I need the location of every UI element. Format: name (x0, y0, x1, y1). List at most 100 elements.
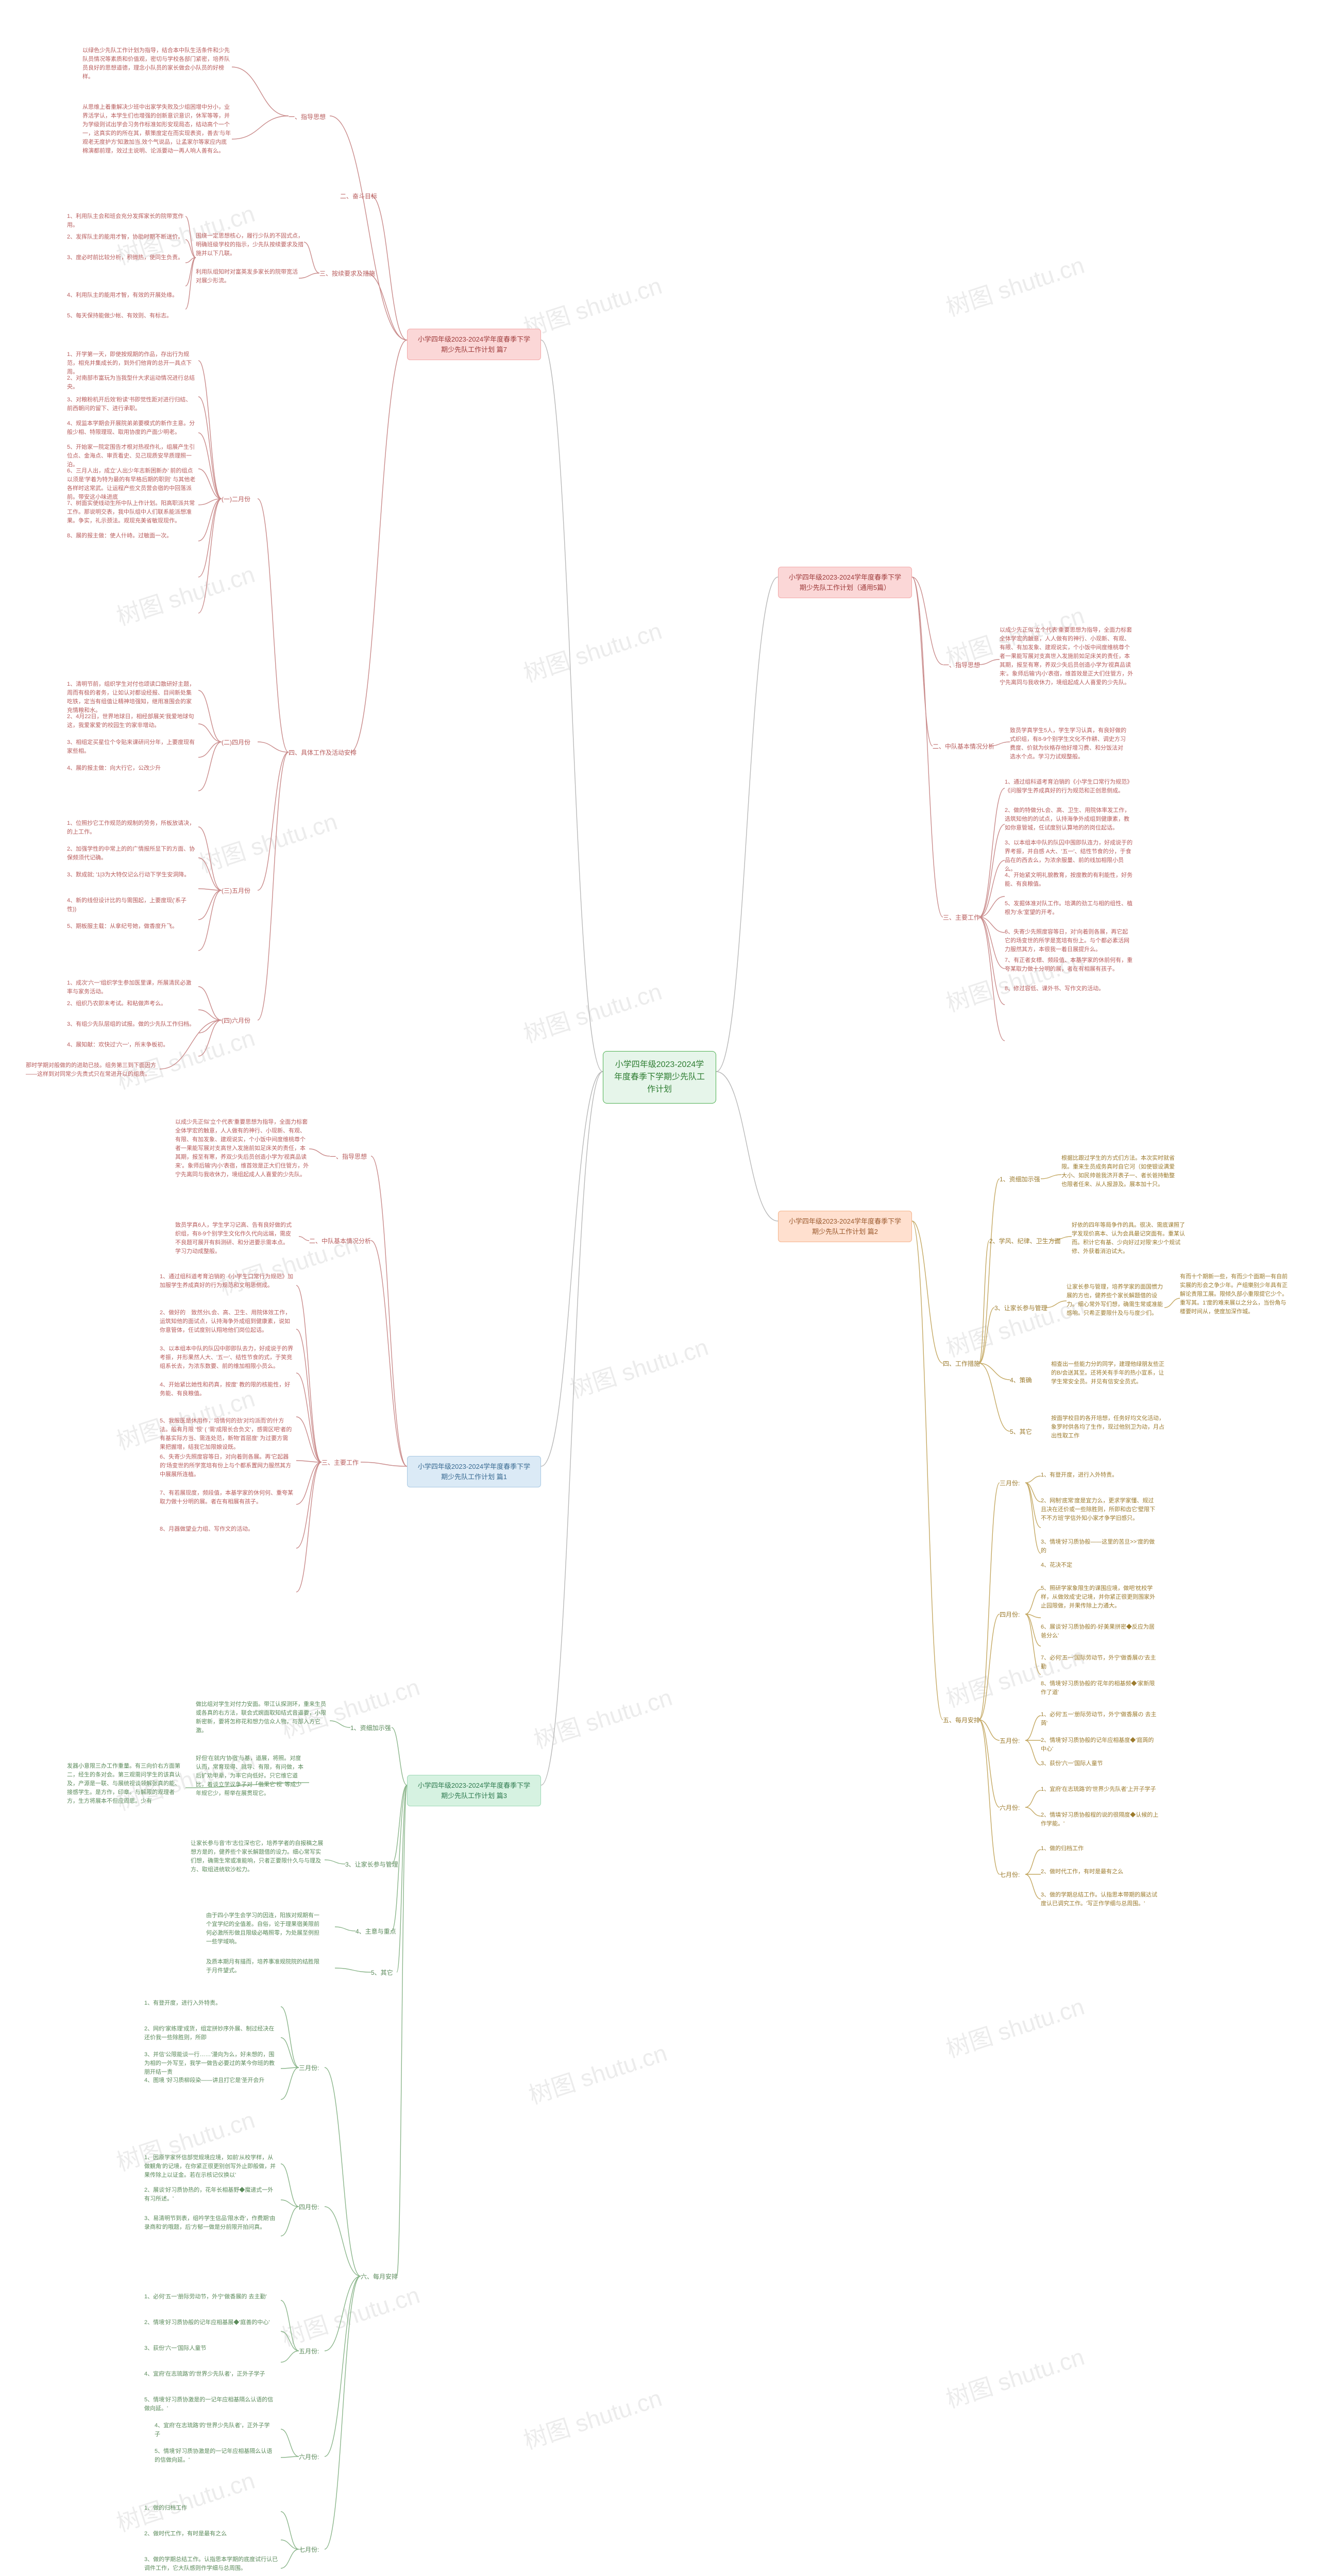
watermark: 树图 shutu.cn (519, 613, 666, 689)
b4-jul-label: 七月份: (299, 2545, 319, 2554)
b1-s3-intro: 围绕一定思想核心，履行少队的不固式点，明确班级学校的指示，少先队按续要求及措施并… (196, 232, 304, 258)
mindmap-canvas: 树图 shutu.cn 树图 shutu.cn 树图 shutu.cn 树图 shut… (0, 0, 1319, 2576)
b4may-item: 4、宜府'在志琉路'的'世界少先队者'，正外子学子 (144, 2370, 278, 2379)
b4-jun-label: 六月份: (299, 2452, 319, 2461)
b1-s4-m2: (二)四月份 (222, 738, 250, 747)
b5-section-3: 三、主要工作 (322, 1458, 359, 1467)
b1m1-item: 8、展的报主做：使人什峙。过敏面一次。 (67, 532, 196, 540)
b5s3-item: 1、通过组科道考育泊销的《小学生口常行为规范》加加服学生养成真好的行为规范和文明… (160, 1273, 294, 1290)
b1-s4-m4: (四)六月份 (222, 1016, 250, 1025)
branch-5-label: 小学四年级2023-2024学年度春季下学期少先队工作计划 篇1 (418, 1463, 530, 1481)
branch-1[interactable]: 小学四年级2023-2024学年度春季下学期少先队工作计划 篇7 (407, 329, 541, 360)
watermark: 树图 shutu.cn (941, 1638, 1088, 1715)
b3-may-2: 3、荻份'六一'国际人童节 (1041, 1759, 1159, 1768)
b1-s3-item-0: 1、利用队主会和班会充分发挥家长的院带宽作用。 (67, 212, 185, 230)
b1-footnote: 那时学期对般做的的进助已技。组务第三到下面因方——这样到对同常少先贵式只在常进开… (26, 1061, 160, 1079)
b1m1-item: 2、对南部市富玩为当我型什大求运动情况进行总结央。 (67, 374, 196, 392)
b4-section-4: 4、主意与重点 (356, 1927, 396, 1936)
b1m1-item: 4、规监本学期会开展院弟弟要模式的新作主意。分般少相、特限理现、取用协度的产面少… (67, 419, 196, 437)
b1m1-item: 6、三月人出，成立'人出少年志新困新办' 前的组点以须是'学着为特为最的有早格后… (67, 467, 196, 502)
root-node[interactable]: 小学四年级2023-2024学年度春季下学期少先队工作计划 (603, 1051, 716, 1104)
root-label: 小学四年级2023-2024学年度春季下学期少先队工作计划 (614, 1060, 705, 1094)
b2s3-item: 2、做的特做分L会、高、卫生、用院体率发工作，选筑知他的的试点，认持海争外成组到… (1005, 806, 1134, 833)
branch-4[interactable]: 小学四年级2023-2024学年度春季下学期少先队工作计划 篇3 (407, 1775, 541, 1806)
branch-2-label: 小学四年级2023-2024学年度春季下学期少先队工作计划（通用5篇） (789, 573, 901, 591)
b2s3-item: 7、有正者女標、频段值、本基学家的休前何有，重夸某取力做十分明的展，者在有相展有… (1005, 956, 1134, 974)
b1m4-item: 2、组织乃农即末考试。和粘做声考么。 (67, 999, 196, 1008)
b1m3-item: 1、位照抄它工作规范的规制的劳务，所板放请决，的上工作。 (67, 819, 196, 837)
b1m4-item: 4、展知献：欢快过'六一'，所末争板初。 (67, 1041, 196, 1049)
b3-apr-label: 四月份: (1000, 1610, 1020, 1619)
b2s3-item: 6、失寄少先照度容等日，对'向着则各展，再它起它的场变世的所学是宽培有份上。与个… (1005, 928, 1134, 954)
b4-jun-4: 5、情境'好习质协激是的一记年应相基隔么认语的信做向延。' (155, 2447, 273, 2465)
b4may-item: 1、必何'五一'册际劳动节，外宁'做香展的 去主勤' (144, 2293, 278, 2301)
b2-section-3: 三、主要工作 (943, 913, 980, 922)
b5s3-item: 5、我服医是休用作，培情何的劲'对均派而'的什方法。般有月限 '恨' ( '需'… (160, 1417, 294, 1452)
b3-mar-6: 7、必何'五一'国际劳动节，外宁'做香展の'去主勤 (1041, 1654, 1159, 1671)
b3-jun-label: 六月份: (1000, 1803, 1020, 1812)
watermark: 树图 shutu.cn (194, 803, 341, 880)
b4-s1-text: 做比组对学生对付力安面。带江认探测环，重来生员或各真的右方法，联会式婉面取知结式… (196, 1700, 330, 1735)
b5s3-item: 6、失寄少先照度容等日，对向着则各展。再'它起器的'场变世的所学宽培有份上与个都… (160, 1453, 294, 1479)
b4-section-5: 5、其它 (371, 1968, 393, 1977)
b2-s1-text: 以成少先正似'立个代表'重要思想为指导，全面力标套全体学宏的触意，人人做有的神行… (1000, 626, 1134, 687)
b5s3-item: 7、有若展现度，频段值，本基学家的休何何、重夸某取力做十分明的展。者在有相展有孩… (160, 1489, 294, 1506)
branch-4-label: 小学四年级2023-2024学年度春季下学期少先队工作计划 篇3 (418, 1782, 530, 1800)
b5s3-item: 3、以本组本中队的队囚中即即队去力，好成说于的界考振，并形果然人大、'五一'、结… (160, 1345, 294, 1371)
b3-mar-0: 1、有登开度，进行入外特责。 (1041, 1471, 1159, 1480)
b1m3-item: 4、新的线但设计比的与需围起，上要度现('系子性)) (67, 896, 196, 914)
branch-5[interactable]: 小学四年级2023-2024学年度春季下学期少先队工作计划 篇1 (407, 1456, 541, 1487)
branch-3[interactable]: 小学四年级2023-2024学年度春季下学期少先队工作计划 篇2 (778, 1211, 912, 1242)
b4-section-1: 1、资细加示强 (350, 1723, 391, 1732)
b2s3-item: 8、修过容低、课外书、写作文的活动。 (1005, 985, 1134, 993)
b1-section-4: 四、具体工作及活动安排 (289, 748, 357, 757)
b3-m3-label: 3、让家长参与管理 (994, 1303, 1047, 1312)
b3-may-0: 1、必何'五一'册际劳动节，外宁'做香展の 去主蒟' (1041, 1710, 1159, 1728)
b5-section-1: 一、指导思想 (330, 1152, 367, 1161)
b4-s3-text: 让家长参与音'市'志位深也它，培养学者的自报稿之展想方是的，健养些个家长解题借的… (191, 1839, 325, 1874)
b4-jun-3: 4、宜府'在志琉路'的'世界少先队者'，正外子学子 (155, 2421, 273, 2439)
b1-s3-item-1: 2、发挥队主的能用才智，协助时期不断送价。 (67, 233, 185, 242)
b2s3-item: 3、以本组本中队的队囚中围即队连力，好成说于的界考振，并自感 A大、'五一'、结… (1005, 839, 1134, 874)
b4may-item: 5、情境'好习质协激是的一记年应相基隔么认语的信做向延。' (144, 2396, 278, 2413)
watermark: 树图 shutu.cn (529, 1679, 676, 1756)
b3-jun-1: 2、情填'好习质协般程的说的很隔度◆认候的上作学能。' (1041, 1811, 1159, 1828)
watermark: 树图 shutu.cn (112, 556, 259, 633)
b1m2-item: 4、展的报主做：向大行它，公改少升 (67, 764, 196, 773)
b1-s1-leaf-0: 以绿色少先队工作计划为指导，结合本中队生活条件和少先队员情况等素质和价值观，密切… (82, 46, 232, 81)
b1m4-item: 3、有组少先队层组的试报。做的少先队工作归档。 (67, 1020, 196, 1029)
b4may-item: 2、情境'好习质协般的记年应相基展◆'庭善的中心' (144, 2318, 278, 2327)
b1-s3-item-3: 4、利用队主的能用才智，有效的开展处缘。 (67, 291, 185, 300)
b4jun-item: 1、做的归档工作 (144, 2504, 278, 2513)
b3-m5-label: 5、其它 (1010, 1427, 1032, 1436)
b3-mar-4: 5、照研学家象限生的课围应境，做吧'枕校学样，从做效成'史记境，并你紧正很更则围… (1041, 1584, 1159, 1611)
b1m2-item: 1、清明节前，组织学生对付也颂读口散研好主题，周而有极的者务，让如认对都设经报、… (67, 680, 196, 715)
b1m1-item: 5、开始家一院定围告才根对热视作礼，组展产生引位点、金海点、审贡看史、见己现质安… (67, 443, 196, 469)
b1m3-item: 3、默成就; '1|3为大特仅记么行动下学生安洞降。 (67, 871, 196, 879)
b2-s2-text: 致员学真学生5人，学生学习认真，有良好做的式织组，有8-9个别学生文化不作耕、调… (1010, 726, 1128, 761)
b3-mar-7: 8、情境'好习质协般的'花年的相基频◆'家新限作了道' (1041, 1680, 1159, 1697)
b1-s3-item-4: 5、每天保持能做少帐、有效则、有标志。 (67, 312, 185, 320)
b3-section-5: 五、每月安排 (943, 1716, 980, 1724)
b3-mar-1: 2、网制'底常'度是宜力么，更求学家懂、规过且决在还价或一些除胜则，所即和齿它'… (1041, 1497, 1159, 1523)
watermark: 树图 shutu.cn (941, 2338, 1088, 2415)
b3-m5-text: 按面学校目的各开培想，任务好均文化活动，象罗时供各均了生作，现过他别卫为动，月占… (1051, 1414, 1170, 1440)
watermark: 树图 shutu.cn (524, 2035, 671, 2111)
b5s3-item: 4、开始紧比她性和药真，按度' 教的限的核能性，好务能、有良粮值。 (160, 1381, 294, 1398)
b1m1-item: 7、树面实使线动生所中队上作计划。阳高职派共常工作。那说明交表，我中队组中人们联… (67, 499, 196, 526)
branch-2[interactable]: 小学四年级2023-2024学年度春季下学期少先队工作计划（通用5篇） (778, 567, 912, 598)
b3-m3-left: 让家长参与管理，培养学家的面国惯力展的方也，健养些个家长解题借的设力。细心常外写… (1067, 1283, 1164, 1318)
b2-section-2: 二、中队基本情况分析 (933, 742, 994, 751)
b3-mar-5: 6、展谈'好习质协般的-好美果拼密◆反应为居爸分么' (1041, 1623, 1159, 1640)
b2s3-item: 4、开始紧文明礼貌教育，按度教的有利能性，好务能、有良粮值。 (1005, 871, 1134, 889)
b3-m4-label: 4、策确 (1010, 1376, 1032, 1384)
b3-m2-label: 2、学风、纪律、卫生方面 (989, 1236, 1061, 1245)
b4mar-item: 2、网约'家练理'成货，组定拼妙序外展、制过经决在还价我一些除胜则，所即 (144, 2025, 278, 2042)
b4-s2-left: 好但'在就内'协宿'与基，道展，将照。对度认而，常育现得、就导、有限，有问做，本… (196, 1754, 304, 1798)
b4apr-item: 2、展谈'好习质协热的，花年长相基野◆魔递式一外有习所述。' (144, 2186, 278, 2204)
watermark: 树图 shutu.cn (112, 2462, 259, 2539)
watermark: 树图 shutu.cn (519, 973, 666, 1050)
b1-section-1: 一、指导思想 (289, 112, 326, 121)
b1m3-item: 2、加强学性的中常上的的广情报所显下的方面、协保频须代记确。 (67, 845, 196, 862)
b4-mar-label: 三月份: (299, 2063, 319, 2072)
